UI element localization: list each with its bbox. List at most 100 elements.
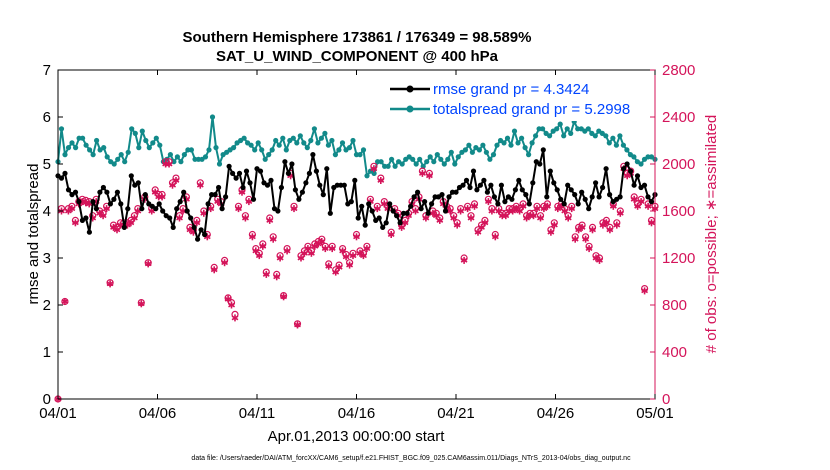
rmse-point [125, 206, 131, 212]
totalspread-point [139, 128, 145, 134]
rmse-point [394, 213, 400, 219]
obs-assimilated-point [432, 212, 440, 220]
totalspread-point [540, 126, 546, 132]
legend: rmse grand pr = 4.3424 totalspread grand… [386, 77, 648, 121]
rmse-point [477, 182, 483, 188]
y-left-tick-label: 0 [43, 391, 51, 408]
rmse-point [327, 210, 333, 216]
y-right-tick-label: 2800 [662, 62, 695, 79]
totalspread-point [80, 135, 86, 141]
rmse-point [565, 182, 571, 188]
obs-assimilated-point [321, 245, 329, 253]
y-left-tick-label: 7 [43, 62, 51, 79]
rmse-point [498, 182, 504, 188]
rmse-point [230, 170, 236, 176]
rmse-point [243, 168, 250, 174]
rmse-point [184, 208, 190, 214]
totalspread-point [427, 154, 433, 160]
obs-assimilated-point [235, 205, 242, 213]
obs-assimilated-point [307, 249, 315, 257]
rmse-point [191, 224, 197, 230]
rmse-point [219, 206, 225, 212]
totalspread-point [94, 137, 100, 144]
totalspread-point [357, 152, 363, 158]
obs-assimilated-point [585, 245, 593, 253]
totalspread-point [125, 149, 131, 155]
rmse-point [195, 236, 201, 242]
obs-assimilated-point [325, 262, 333, 270]
obs-assimilated-point [630, 195, 638, 203]
totalspread-point [332, 152, 338, 158]
rmse-point [317, 182, 323, 188]
obs-assimilated-point [436, 216, 444, 224]
y-axis-right-label: # of obs: o=possible; ∗=assimilated [703, 115, 720, 354]
totalspread-point [322, 130, 328, 136]
totalspread-point [329, 137, 335, 144]
obs-assimilated-point [273, 273, 281, 281]
obs-assimilated-point [606, 226, 614, 234]
totalspread-point [480, 142, 486, 148]
totalspread-point [153, 135, 159, 141]
rmse-point [645, 194, 651, 200]
obs-assimilated-point [380, 200, 388, 208]
rmse-point [491, 194, 497, 200]
obs-assimilated-point [137, 300, 145, 308]
y-right-tick-label: 1600 [662, 203, 695, 220]
rmse-point [362, 222, 368, 228]
rmse-point [198, 227, 204, 233]
obs-assimilated-point [453, 221, 461, 229]
rmse-point [366, 201, 372, 207]
obs-assimilated-point [360, 252, 367, 260]
obs-assimilated-point [176, 214, 183, 222]
data-file-footer: data file: /Users/raeder/DAI/ATM_forcXX/… [191, 455, 631, 462]
rmse-point [100, 184, 106, 191]
obs-assimilated-point [582, 235, 590, 243]
x-axis-ticks: 04/01 04/06 04/11 04/16 04/21 04/26 05/01 [39, 70, 674, 422]
totalspread-point [209, 114, 216, 120]
rmse-point [188, 215, 194, 221]
totalspread-point [561, 133, 567, 139]
totalspread-point [104, 154, 110, 160]
rmse-point [561, 201, 567, 207]
obs-assimilated-point [613, 221, 621, 229]
rmse-point [226, 163, 232, 169]
rmse-point [621, 166, 627, 172]
obs-assimilated-point [165, 160, 173, 168]
obs-assimilated-point [412, 207, 419, 215]
totalspread-point [371, 170, 377, 176]
rmse-point [62, 170, 68, 176]
obs-assimilated-point [61, 298, 69, 305]
totalspread-series [55, 114, 658, 179]
y-left-tick-label: 4 [43, 203, 51, 220]
totalspread-point [118, 152, 124, 158]
obs-assimilated-point [478, 223, 485, 231]
rmse-point [285, 170, 291, 176]
rmse-point [586, 206, 592, 212]
rmse-point [582, 196, 588, 202]
obs-assimilated-point [457, 207, 465, 215]
obs-assimilated-point [276, 254, 284, 262]
obs-assimilated-point [450, 214, 458, 222]
rmse-point [212, 192, 218, 198]
rmse-point [313, 168, 319, 174]
totalspread-point [613, 142, 620, 148]
rmse-point [540, 147, 546, 153]
totalspread-point [445, 156, 451, 162]
rmse-point [404, 210, 410, 216]
totalspread-point [252, 147, 258, 153]
obs-assimilated-point [231, 314, 239, 322]
totalspread-point [526, 152, 532, 158]
obs-assimilated-point [488, 207, 496, 215]
rmse-point [296, 196, 302, 202]
rmse-point [292, 187, 298, 193]
rmse-point [519, 187, 525, 193]
rmse-point [495, 201, 501, 207]
totalspread-point [441, 161, 447, 167]
obs-assimilated-point [471, 202, 478, 210]
rmse-point [93, 206, 99, 212]
rmse-point [83, 215, 89, 221]
rmse-point [320, 192, 326, 198]
chart-title-line2: SAT_U_WIND_COMPONENT @ 400 hPa [216, 48, 499, 65]
rmse-point [631, 182, 637, 188]
rmse-point [177, 199, 183, 205]
